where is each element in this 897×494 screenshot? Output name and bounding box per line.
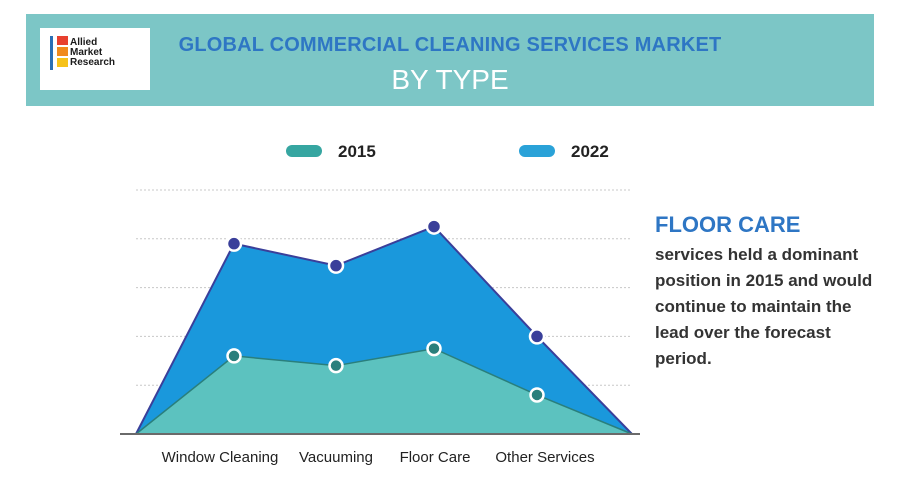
point-2022 <box>425 218 443 235</box>
side-note-body: services held a dominant position in 201… <box>655 245 873 368</box>
side-note-title: FLOOR CARE <box>655 212 801 237</box>
page-subtitle: BY TYPE <box>391 64 509 95</box>
point-2022 <box>225 235 243 252</box>
x-tick-label: Floor Care <box>400 449 471 466</box>
logo-square-yellow <box>57 58 68 67</box>
company-logo: Allied Market Research <box>40 28 150 90</box>
logo-line-1: Allied <box>70 37 98 48</box>
x-tick-label: Other Services <box>495 449 594 466</box>
logo-bar <box>50 36 53 70</box>
point-2015 <box>426 340 442 357</box>
side-note: FLOOR CARE services held a dominant posi… <box>655 212 880 372</box>
point-2015 <box>529 387 545 403</box>
logo-square-red <box>57 36 68 45</box>
point-2015 <box>226 348 242 364</box>
legend-swatch-2015 <box>286 145 322 157</box>
point-2015 <box>328 357 344 374</box>
logo-line-2: Market <box>70 47 103 58</box>
page-title: GLOBAL COMMERCIAL CLEANING SERVICES MARK… <box>178 34 722 56</box>
legend-label-2022: 2022 <box>571 142 609 161</box>
header-banner: Allied Market Research GLOBAL COMMERCIAL… <box>26 14 874 106</box>
logo-text: Allied Market Research <box>70 38 115 68</box>
logo-line-3: Research <box>70 57 116 68</box>
x-tick-label: Window Cleaning <box>162 449 279 466</box>
legend-swatch-2022 <box>519 145 555 157</box>
point-2022 <box>528 328 546 345</box>
logo-square-orange <box>57 47 68 56</box>
legend-label-2015: 2015 <box>338 142 376 161</box>
point-2022 <box>327 257 345 274</box>
x-tick-label: Vacuuming <box>299 449 373 466</box>
